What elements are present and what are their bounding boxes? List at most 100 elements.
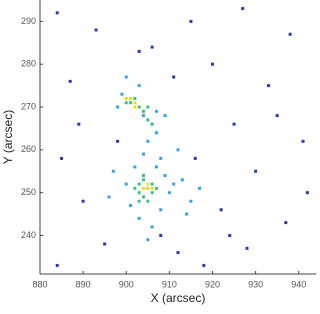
y-axis-label: Y (arcsec): [1, 110, 15, 164]
y-tick-label: 290: [21, 16, 36, 26]
point: [146, 186, 150, 190]
point: [193, 156, 197, 160]
point: [146, 199, 150, 203]
point: [154, 109, 158, 113]
point: [116, 105, 120, 109]
point: [137, 84, 141, 88]
point: [124, 75, 128, 79]
point: [172, 75, 176, 79]
point: [305, 191, 309, 195]
point: [163, 174, 167, 178]
point: [150, 182, 154, 186]
point: [133, 105, 137, 109]
point: [150, 186, 154, 190]
y-tick-label: 240: [21, 230, 36, 240]
point: [163, 114, 167, 118]
point: [142, 109, 145, 113]
point: [137, 105, 141, 109]
y-tick-label: 270: [21, 101, 36, 111]
point: [103, 242, 107, 246]
x-tick-label: 940: [291, 279, 306, 289]
point: [142, 114, 145, 118]
point: [254, 169, 258, 173]
point: [228, 233, 232, 237]
point: [198, 186, 202, 190]
point: [77, 122, 81, 126]
point: [189, 199, 193, 203]
point: [159, 233, 163, 237]
y-tick-label: 260: [21, 144, 36, 154]
point: [146, 139, 150, 143]
point: [154, 131, 158, 135]
point: [150, 45, 154, 49]
point: [146, 238, 150, 242]
point: [129, 204, 133, 207]
point: [154, 186, 158, 190]
x-tick-label: 900: [119, 279, 134, 289]
x-tick-label: 920: [205, 279, 220, 289]
point: [301, 139, 305, 143]
point: [146, 105, 150, 109]
x-tick-label: 890: [76, 279, 91, 289]
y-tick-label: 280: [21, 59, 36, 69]
point: [275, 114, 279, 118]
point: [284, 221, 288, 225]
point: [150, 191, 154, 195]
point: [55, 263, 59, 267]
point: [189, 19, 193, 23]
point: [94, 28, 98, 32]
point: [232, 122, 236, 126]
point: [133, 165, 137, 169]
x-tick-label: 880: [32, 279, 47, 289]
x-tick-label: 910: [162, 279, 177, 289]
point: [172, 182, 176, 186]
point: [219, 208, 223, 212]
point: [137, 216, 141, 220]
point: [167, 191, 171, 195]
point: [267, 84, 271, 88]
point: [137, 49, 141, 53]
point: [180, 178, 184, 182]
x-tick-label: 930: [248, 279, 263, 289]
point: [133, 101, 137, 105]
point: [137, 191, 141, 195]
point: [120, 92, 124, 96]
point: [142, 174, 145, 178]
point: [55, 11, 59, 15]
point: [142, 178, 145, 182]
chart: X (arcsec) Y (arcsec) 880 890 900 910 920 930…: [1, 0, 316, 305]
point: [211, 62, 214, 66]
point: [133, 96, 137, 100]
point: [60, 156, 64, 160]
point: [146, 182, 150, 186]
point: [116, 139, 120, 143]
point: [133, 186, 137, 190]
point: [146, 118, 150, 122]
point: [124, 101, 128, 105]
point: [129, 96, 133, 100]
y-tick-label: 250: [21, 187, 36, 197]
point: [124, 96, 128, 100]
point: [129, 101, 133, 105]
point: [142, 195, 145, 199]
point: [137, 182, 141, 186]
x-axis-label: X (arcsec): [151, 291, 206, 305]
point: [111, 169, 115, 173]
point: [202, 263, 206, 267]
point: [154, 165, 158, 169]
point: [241, 7, 245, 11]
point: [150, 122, 154, 126]
point: [159, 156, 163, 160]
point: [176, 148, 180, 152]
point: [137, 199, 141, 203]
point: [159, 208, 163, 212]
point: [124, 182, 128, 186]
point: [288, 32, 292, 36]
point: [176, 251, 180, 255]
point: [107, 195, 111, 199]
point: [81, 199, 85, 203]
point: [142, 186, 145, 190]
point: [142, 152, 145, 156]
point: [150, 225, 154, 229]
point: [245, 246, 249, 250]
